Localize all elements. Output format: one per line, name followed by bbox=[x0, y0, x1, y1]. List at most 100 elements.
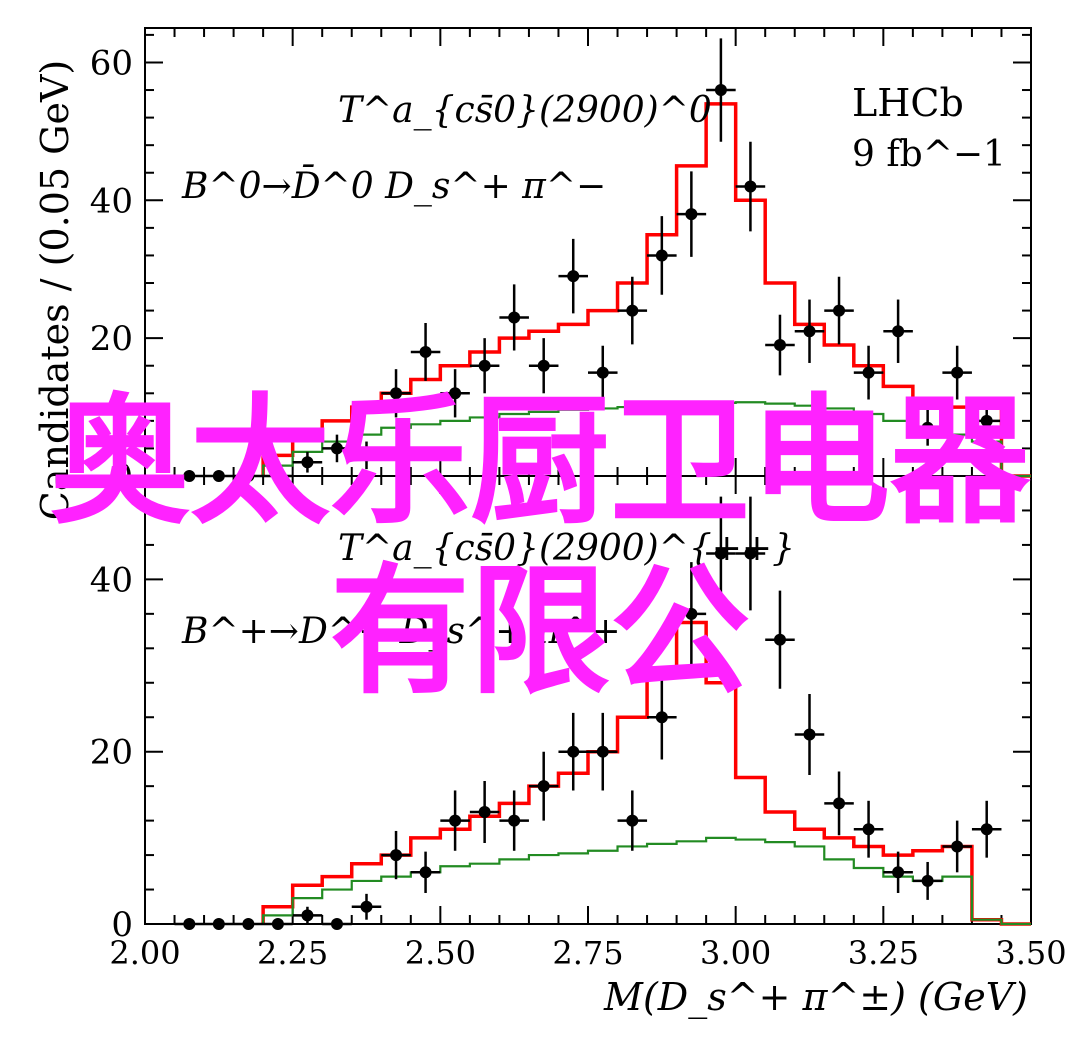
x-tick-label: 2.50 bbox=[405, 934, 476, 972]
data-marker bbox=[360, 900, 373, 913]
bottom-data-point bbox=[469, 780, 500, 844]
data-marker bbox=[301, 909, 314, 922]
data-marker bbox=[449, 387, 462, 400]
top-data-point bbox=[499, 284, 529, 351]
top-data-point bbox=[912, 409, 943, 446]
bottom-data-point bbox=[174, 918, 205, 930]
top-data-point bbox=[735, 141, 766, 232]
data-marker bbox=[744, 180, 757, 193]
data-marker bbox=[744, 547, 757, 560]
bottom-state-label: T^a_{cs̄0}(2900)^{++} bbox=[338, 528, 795, 569]
bottom-data-point bbox=[499, 790, 529, 851]
bottom-data-point bbox=[528, 751, 559, 821]
bottom-data-point bbox=[912, 861, 943, 900]
top-data-point bbox=[971, 401, 1002, 441]
x-tick-label: 2.00 bbox=[109, 934, 180, 972]
top-data-point bbox=[322, 434, 352, 463]
bottom-data-point bbox=[735, 496, 766, 611]
x-tick-label: 2.75 bbox=[552, 934, 623, 972]
bottom-data-point bbox=[853, 800, 884, 858]
data-marker bbox=[508, 814, 521, 827]
data-marker bbox=[714, 84, 727, 97]
top-data-point bbox=[528, 338, 559, 394]
data-marker bbox=[390, 849, 403, 862]
bottom-data-point bbox=[706, 496, 736, 611]
x-axis-label: M(D_s^+ π^±) (GeV) bbox=[603, 975, 1028, 1020]
data-marker bbox=[271, 918, 284, 930]
data-marker bbox=[183, 470, 196, 482]
top-data-point bbox=[410, 322, 441, 381]
data-marker bbox=[655, 249, 668, 262]
top-data-point bbox=[233, 470, 264, 482]
bottom-panel-data-points bbox=[174, 496, 1002, 930]
data-marker bbox=[449, 814, 462, 827]
watermark-line-1: 奥太乐厨卫电器 bbox=[50, 381, 1031, 544]
x-tick-label: 3.00 bbox=[700, 934, 771, 972]
data-marker bbox=[212, 918, 225, 930]
data-marker bbox=[980, 414, 993, 427]
top-data-point bbox=[263, 470, 293, 482]
x-tick-label: 3.50 bbox=[995, 934, 1066, 972]
top-panel-data-points bbox=[174, 38, 1002, 482]
data-marker bbox=[833, 797, 846, 810]
data-marker bbox=[626, 304, 639, 317]
top-data-point bbox=[794, 299, 825, 363]
data-marker bbox=[537, 780, 550, 793]
top-data-point bbox=[617, 276, 648, 345]
top-data-point bbox=[883, 299, 913, 363]
top-panel-axes: 0 20 40 60 bbox=[90, 28, 1032, 497]
bottom-y-tick-label: 40 bbox=[90, 560, 133, 600]
data-marker bbox=[951, 366, 964, 379]
data-marker bbox=[862, 366, 875, 379]
data-marker bbox=[212, 470, 225, 482]
data-marker bbox=[803, 728, 816, 741]
bottom-data-point bbox=[824, 771, 854, 836]
data-marker bbox=[862, 823, 875, 836]
top-background-curve bbox=[262, 401, 1031, 478]
watermark-line-2: 有限公 bbox=[330, 551, 750, 714]
top-data-point bbox=[469, 338, 500, 394]
bottom-data-point bbox=[942, 820, 972, 873]
bottom-decay-label: B^+→D^− D_s^+ π^+ bbox=[181, 611, 621, 652]
top-decay-label: B^0→D̄^0 D_s^+ π^− bbox=[181, 164, 606, 207]
x-tick-label: 2.25 bbox=[257, 934, 328, 972]
top-data-point bbox=[824, 276, 854, 345]
bottom-data-point bbox=[765, 590, 795, 689]
luminosity-label: 9 fb^−1 bbox=[852, 134, 1006, 175]
top-state-label: T^a_{cs̄0}(2900)^0 bbox=[338, 90, 712, 131]
top-data-point bbox=[440, 369, 470, 418]
bottom-data-point bbox=[351, 893, 382, 920]
data-marker bbox=[567, 745, 580, 758]
top-data-point bbox=[853, 345, 884, 400]
bottom-data-point bbox=[381, 830, 411, 880]
data-marker bbox=[508, 311, 521, 324]
bottom-panel-axes: 0 20 40 2.00 2.25 2.50 2.75 3.00 3.25 3.50 bbox=[90, 475, 1067, 972]
bottom-data-point bbox=[883, 851, 913, 893]
data-marker bbox=[803, 325, 816, 338]
top-y-tick-label: 60 bbox=[90, 43, 133, 83]
top-data-point bbox=[765, 314, 795, 376]
data-marker bbox=[419, 866, 432, 879]
top-data-point bbox=[588, 345, 618, 400]
top-y-tick-label: 20 bbox=[90, 319, 133, 359]
data-marker bbox=[242, 470, 255, 482]
data-marker bbox=[892, 325, 905, 338]
data-marker bbox=[390, 387, 403, 400]
data-marker bbox=[360, 449, 373, 462]
data-marker bbox=[685, 607, 698, 620]
top-y-tick-label: 40 bbox=[90, 181, 133, 221]
bottom-data-point bbox=[617, 790, 648, 851]
data-marker bbox=[596, 366, 609, 379]
data-marker bbox=[980, 823, 993, 836]
bottom-y-tick-label: 0 bbox=[111, 905, 133, 945]
bottom-data-point bbox=[204, 918, 234, 930]
data-marker bbox=[478, 359, 491, 372]
data-marker bbox=[833, 304, 846, 317]
top-data-point bbox=[706, 38, 736, 142]
bottom-data-point bbox=[263, 918, 293, 930]
bottom-data-point bbox=[322, 918, 352, 930]
data-marker bbox=[596, 745, 609, 758]
bottom-data-point bbox=[647, 675, 677, 760]
top-data-point bbox=[676, 171, 707, 257]
